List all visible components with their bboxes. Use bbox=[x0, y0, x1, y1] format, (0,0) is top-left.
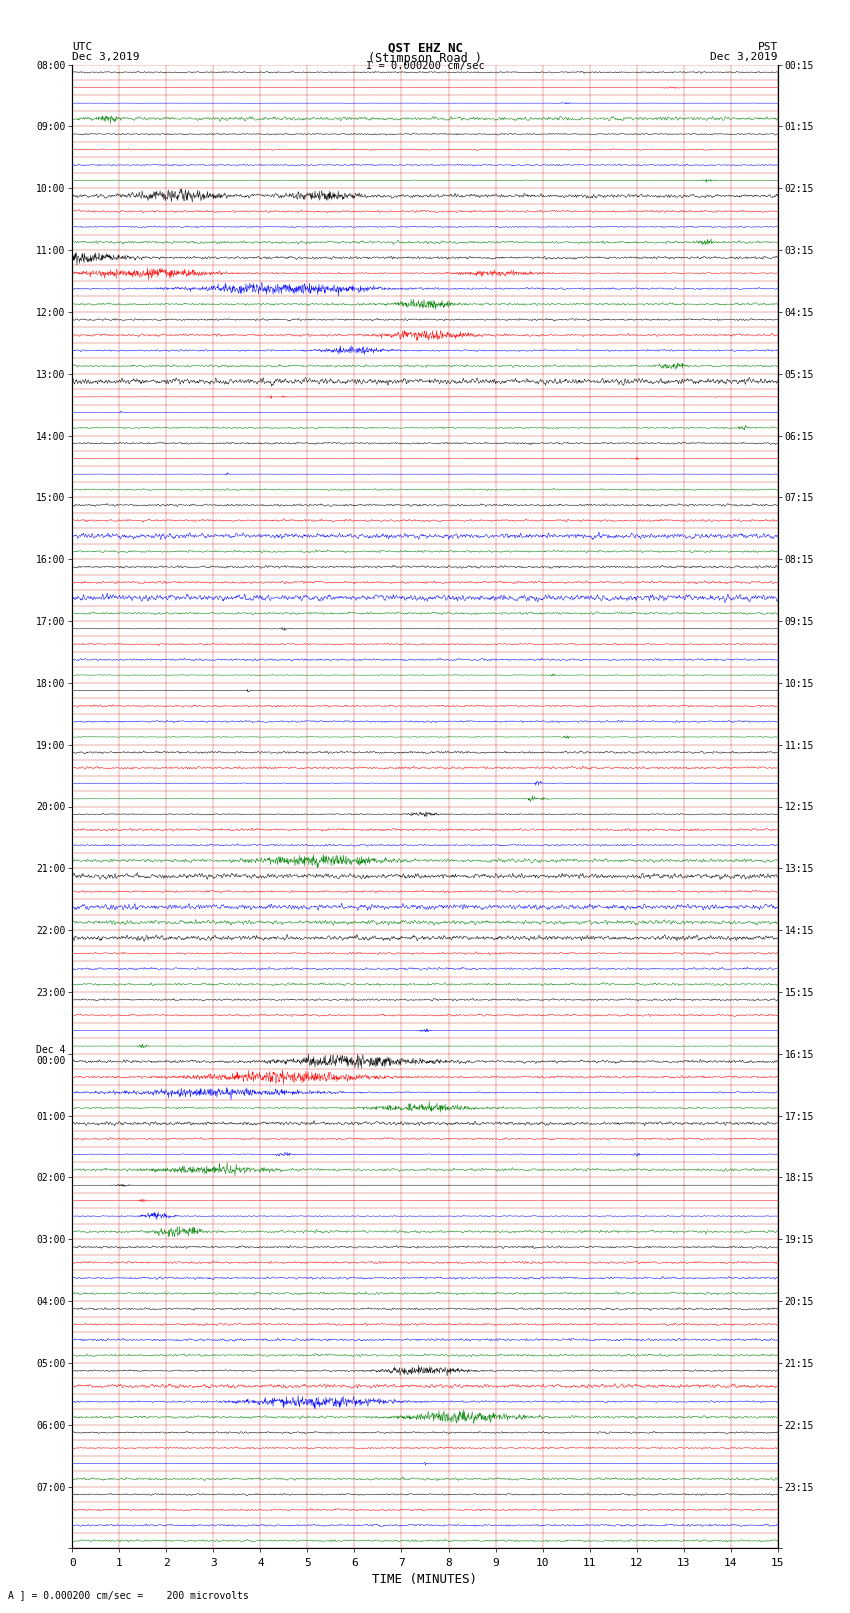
Text: UTC: UTC bbox=[72, 42, 93, 52]
Text: Dec 3,2019: Dec 3,2019 bbox=[711, 52, 778, 61]
Text: A ] = 0.000200 cm/sec =    200 microvolts: A ] = 0.000200 cm/sec = 200 microvolts bbox=[8, 1590, 249, 1600]
Text: OST EHZ NC: OST EHZ NC bbox=[388, 42, 462, 55]
Text: PST: PST bbox=[757, 42, 778, 52]
Text: Dec 3,2019: Dec 3,2019 bbox=[72, 52, 139, 61]
Text: (Stimpson Road ): (Stimpson Road ) bbox=[368, 52, 482, 65]
X-axis label: TIME (MINUTES): TIME (MINUTES) bbox=[372, 1573, 478, 1586]
Text: I = 0.000200 cm/sec: I = 0.000200 cm/sec bbox=[366, 61, 484, 71]
